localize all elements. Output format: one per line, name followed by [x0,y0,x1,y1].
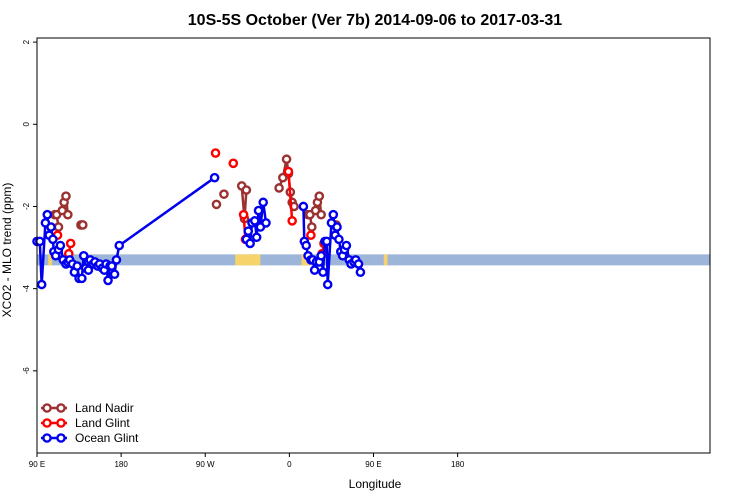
legend-label-1: Land Glint [75,416,130,430]
series-0-point-8-3 [316,209,326,220]
series-2-point-2-17 [332,222,342,232]
series-0-point-3-0 [211,199,222,210]
y-tick-label-0: 2 [22,39,31,44]
series-2-point-0-23 [83,265,94,275]
x-axis: 90 E 180 90 W 0 90 E 180 [29,453,465,469]
series-2-point-1-1 [243,226,254,236]
series-2-point-2-6 [309,265,320,275]
y-tick-label-1: 0 [22,122,31,127]
series-1-line-5 [287,171,294,221]
x-tick-label-5: 180 [451,460,465,469]
series-0 [49,154,341,232]
series-2 [32,172,366,290]
series-0-point-1-2 [61,191,71,201]
series-2-point-2-2 [301,240,312,251]
series-2-point-0-18 [72,261,82,271]
series-0-point-4-0 [219,189,229,199]
series-2-point-0-37 [114,240,125,251]
series-1-point-6-0 [306,230,316,241]
series-0-point-5-2 [241,185,252,195]
series-2-point-0-35 [109,269,120,280]
legend-marker-b-1 [56,418,66,428]
series-0-point-2-1 [78,220,88,230]
series-2-point-0-11 [55,240,66,251]
series-2-point-2-9 [316,250,326,261]
series-1-point-5-1 [287,216,297,226]
legend-item-1: Land Glint [41,416,130,430]
series-2-point-0-38 [209,172,220,183]
series-2-point-1-6 [253,205,264,216]
series-0-point-6-0 [274,183,284,193]
series-2-point-2-15 [328,209,339,220]
series-2-point-0-7 [48,234,58,245]
series-2-point-2-27 [353,259,364,269]
series-0-point-1-3 [63,209,73,220]
y-axis-label: XCO2 - MLO trend (ppm) [0,183,14,318]
series-2-point-1-8 [258,197,269,208]
series-2-point-0-1 [35,236,45,247]
series-0-point-7-2 [307,222,317,232]
series-2-point-1-9 [261,218,271,228]
series-0-point-8-2 [314,191,325,201]
x-tick-label-1: 180 [114,460,128,469]
x-tick-label-0: 90 E [29,460,45,469]
series-2-point-2-12 [321,236,332,247]
y-tick-label-3: -4 [22,285,31,293]
series-2-point-1-2 [245,238,255,249]
legend-item-2: Ocean Glint [41,431,139,445]
x-tick-label-4: 90 E [365,460,381,469]
series-2-point-0-34 [106,261,117,271]
series-0-point-6-2 [281,154,292,165]
legend-marker-2 [42,433,52,443]
series-1-point-2-0 [210,148,221,158]
legend-label-2: Ocean Glint [75,431,139,445]
series-layer [32,148,366,290]
series-2-point-2-13 [322,279,333,290]
legend-marker-1 [42,418,52,428]
y-axis: 2 0 -2 -4 -6 [22,39,37,374]
y-tick-label-4: -6 [22,367,31,375]
series-0-point-0-2 [53,222,64,232]
series-2-point-0-36 [111,255,122,265]
series-2-point-2-18 [334,234,344,245]
series-1-point-3-0 [228,158,239,169]
chart-title: 10S-5S October (Ver 7b) 2014-09-06 to 20… [188,12,563,29]
series-2-point-0-2 [36,279,47,290]
series-2-point-0-4 [42,209,53,220]
series-1-point-5-0 [283,166,294,177]
legend-marker-b-2 [56,433,66,443]
series-2-point-1-5 [251,232,262,243]
legend-marker-b-0 [56,403,66,413]
x-tick-label-3: 0 [287,460,292,469]
series-2-point-0-20 [77,273,87,284]
series-1-point-1-1 [65,238,76,249]
series-2-point-2-22 [341,240,352,251]
legend-marker-0 [42,403,52,413]
legend-item-0: Land Nadir [41,401,134,415]
y-tick-label-2: -2 [22,202,31,210]
series-1-point-4-0 [238,209,249,220]
series-2-point-1-4 [249,216,260,226]
series-2-point-2-10 [318,267,328,278]
series-2-point-2-28 [355,267,366,278]
legend-label-0: Land Nadir [75,401,134,415]
plot-frame [36,37,711,454]
x-tick-label-2: 90 W [196,460,215,469]
series-2-point-0-21 [78,250,89,261]
x-axis-label: Longitude [349,477,402,491]
series-2-point-2-0 [298,201,309,212]
series-2-point-0-6 [46,222,56,232]
series-2-point-0-32 [103,275,113,286]
